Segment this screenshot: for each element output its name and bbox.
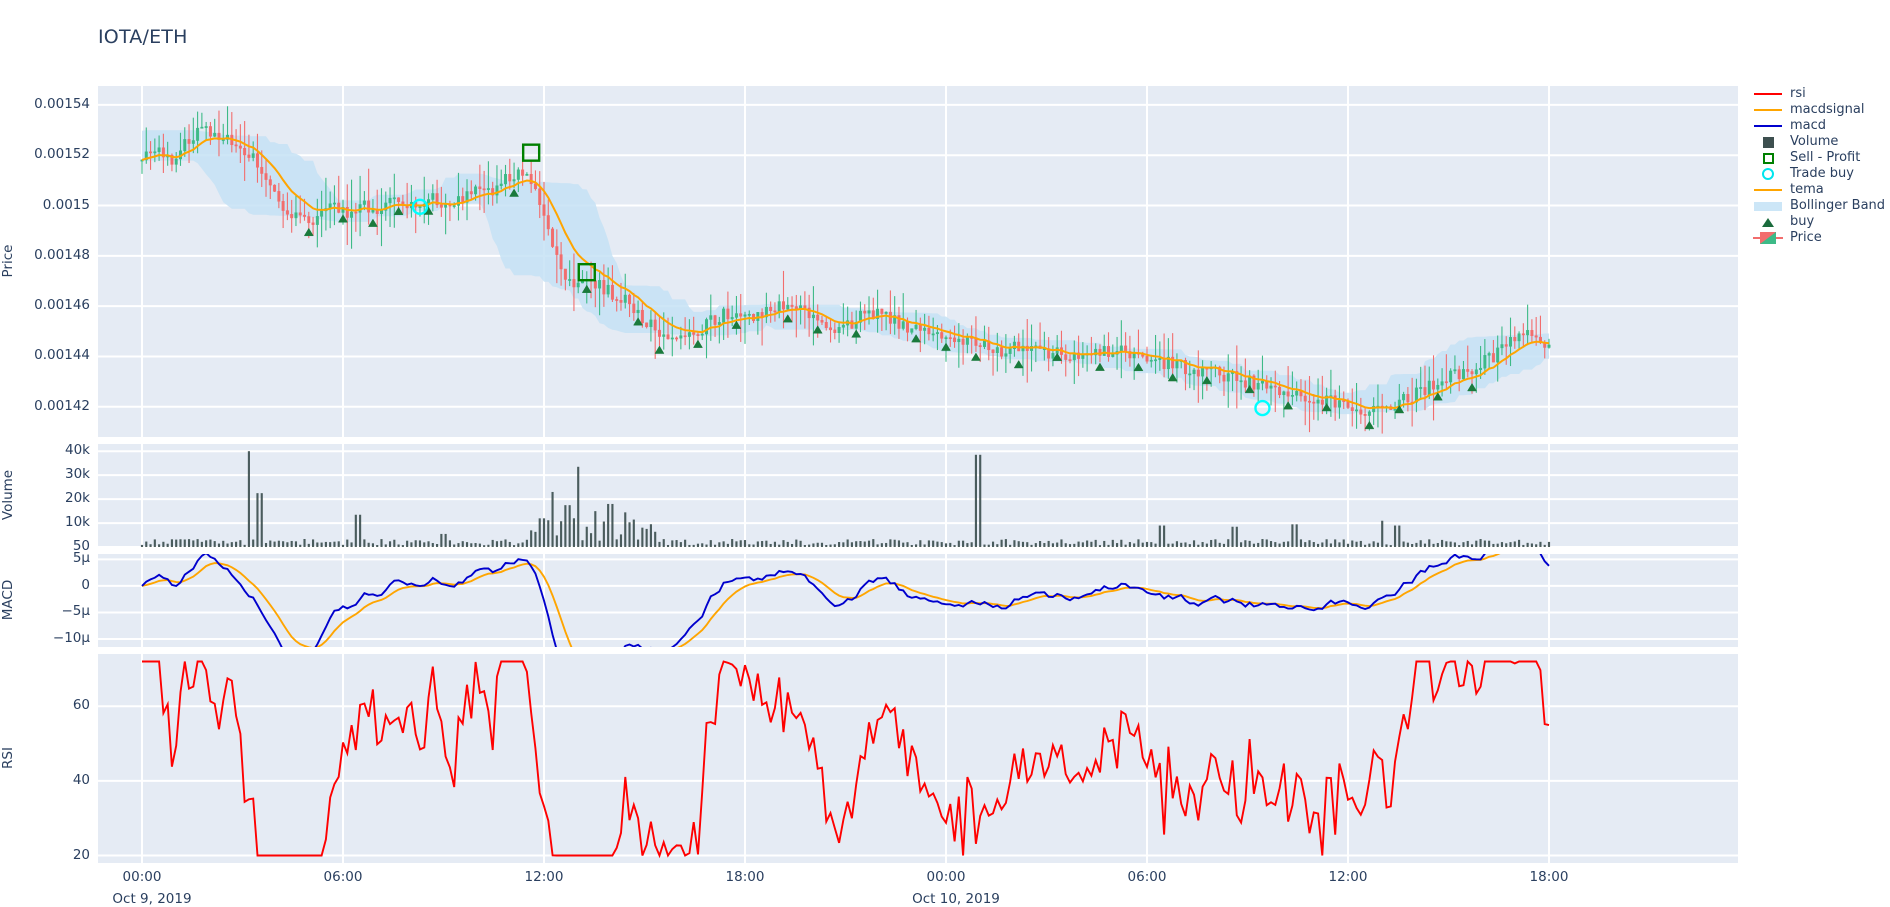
legend-item-label: Sell - Profit	[1790, 150, 1861, 165]
price-y-tick: 0.00142	[34, 397, 90, 414]
price-y-tick: 0.00154	[34, 95, 90, 112]
rsi-y-tick: 20	[72, 846, 90, 863]
legend-item-volume[interactable]: Volume	[1752, 134, 1888, 150]
x-axis-tick: 18:00	[1529, 869, 1569, 885]
x-axis-tick: 12:00	[1328, 869, 1368, 885]
x-axis-tick: 06:00	[1127, 869, 1167, 885]
volume-y-tick: 40k	[65, 442, 90, 459]
legend-item-buy[interactable]: buy	[1752, 214, 1888, 230]
macd-y-tick: −10μ	[52, 630, 90, 647]
rsi-panel[interactable]	[98, 654, 1738, 863]
x-axis-tick: 18:00	[725, 869, 765, 885]
legend-item-rsi[interactable]: rsi	[1752, 86, 1888, 102]
price-y-tick: 0.00152	[34, 146, 90, 163]
legend-line-swatch-icon	[1752, 118, 1784, 134]
legend-square-swatch-icon	[1752, 134, 1784, 150]
legend-item-macdsignal[interactable]: macdsignal	[1752, 102, 1888, 118]
legend-line-swatch-icon	[1752, 182, 1784, 198]
volume-panel[interactable]	[98, 444, 1738, 547]
legend-item-label: macdsignal	[1790, 102, 1865, 117]
x-axis-tick: 06:00	[323, 869, 363, 885]
x-axis-tick: 12:00	[524, 869, 564, 885]
volume-y-tick: 20k	[65, 490, 90, 507]
legend-line-swatch-icon	[1752, 86, 1784, 102]
legend-item-bollinger-band[interactable]: Bollinger Band	[1752, 198, 1888, 214]
macd-y-tick: 0	[81, 576, 90, 593]
macd-panel[interactable]	[98, 554, 1738, 647]
legend-item-label: Volume	[1790, 134, 1839, 149]
legend[interactable]: rsi macdsignal macd Volume Sell - Profit Trad…	[1752, 86, 1888, 246]
legend-item-tema[interactable]: tema	[1752, 182, 1888, 198]
legend-item-price[interactable]: Price	[1752, 230, 1888, 246]
legend-item-sell-profit[interactable]: Sell - Profit	[1752, 150, 1888, 166]
legend-item-label: macd	[1790, 118, 1827, 133]
rsi-axis-title: RSI	[0, 746, 16, 769]
legend-item-label: rsi	[1790, 86, 1806, 101]
legend-item-label: Price	[1790, 230, 1822, 245]
page-title: IOTA/ETH	[98, 26, 188, 48]
legend-triangle-up-icon	[1752, 214, 1784, 230]
legend-item-label: buy	[1790, 214, 1815, 229]
legend-open-circle-icon	[1752, 166, 1784, 182]
x-axis-tick: 00:00	[122, 869, 162, 885]
legend-line-swatch-icon	[1752, 102, 1784, 118]
volume-y-tick: 50	[72, 538, 90, 554]
x-axis-date-label: Oct 9, 2019	[112, 891, 192, 907]
price-y-tick: 0.00144	[34, 347, 90, 364]
legend-candlestick-icon	[1752, 230, 1784, 246]
legend-item-macd[interactable]: macd	[1752, 118, 1888, 134]
macd-y-tick: −5μ	[61, 603, 91, 620]
rsi-y-tick: 40	[72, 771, 90, 788]
volume-y-tick: 10k	[65, 514, 90, 531]
legend-item-label: Trade buy	[1790, 166, 1854, 181]
rsi-y-tick: 60	[72, 697, 90, 714]
x-axis-date-label: Oct 10, 2019	[912, 891, 1000, 907]
price-y-tick: 0.00146	[34, 297, 90, 314]
x-axis-tick: 00:00	[926, 869, 966, 885]
macd-y-tick: 5μ	[72, 550, 90, 567]
legend-item-label: Bollinger Band	[1790, 198, 1886, 213]
legend-item-label: tema	[1790, 182, 1824, 197]
volume-y-tick: 30k	[65, 466, 90, 483]
legend-band-swatch-icon	[1752, 198, 1784, 214]
price-y-tick: 0.0015	[42, 196, 90, 213]
price-panel[interactable]	[98, 86, 1738, 437]
legend-item-trade-buy[interactable]: Trade buy	[1752, 166, 1888, 182]
legend-open-square-icon	[1752, 150, 1784, 166]
price-y-tick: 0.00148	[34, 246, 90, 263]
